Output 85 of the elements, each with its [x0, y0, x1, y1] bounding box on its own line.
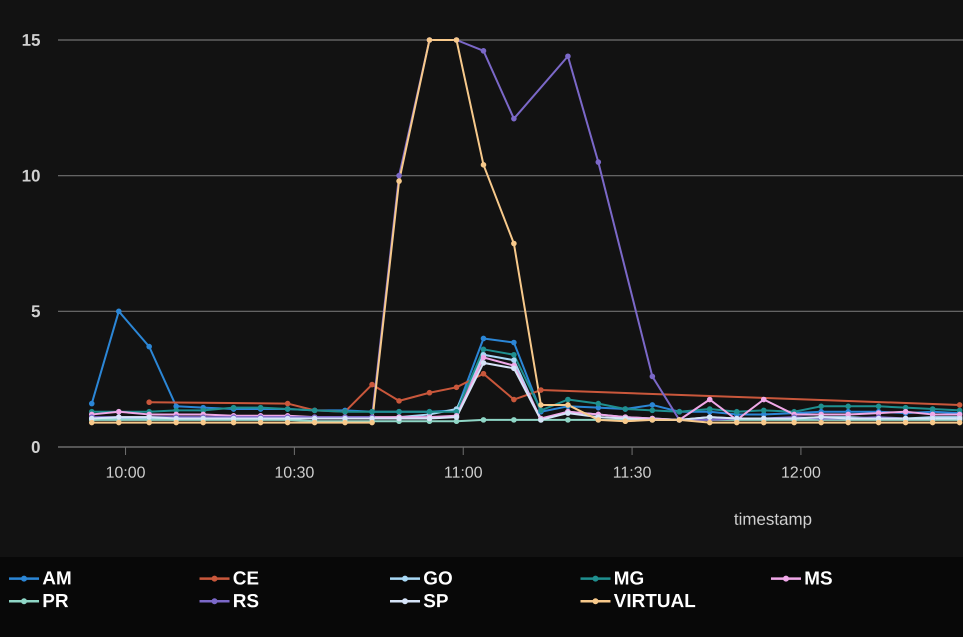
point	[480, 370, 486, 377]
point	[88, 400, 95, 406]
point	[511, 340, 517, 346]
x-tick-label: 11:30	[614, 466, 651, 478]
point	[480, 417, 486, 423]
x-tick-label: 11:00	[445, 466, 482, 478]
point	[902, 420, 908, 426]
point	[650, 374, 656, 380]
point	[146, 344, 152, 350]
point	[876, 420, 882, 426]
point	[876, 404, 882, 410]
legend-label: AM	[42, 571, 70, 584]
x-tick-label: 10:30	[276, 466, 314, 478]
legend-label: PR	[44, 594, 68, 608]
point	[650, 408, 656, 414]
point	[511, 396, 517, 402]
y-tick-label: 5	[32, 305, 40, 318]
point	[511, 240, 517, 246]
point	[565, 396, 571, 402]
point	[284, 420, 290, 426]
point	[480, 354, 486, 360]
point	[538, 387, 544, 393]
point	[200, 420, 206, 426]
point	[650, 402, 656, 408]
point	[538, 402, 544, 408]
point	[173, 420, 179, 426]
point	[706, 406, 713, 412]
point	[956, 420, 962, 426]
point	[230, 420, 236, 426]
point	[480, 346, 486, 352]
point	[116, 308, 122, 314]
legend-label: GO	[424, 571, 452, 585]
point	[818, 420, 824, 426]
y-tick-label: 10	[22, 170, 40, 182]
point	[956, 402, 962, 408]
point	[116, 420, 122, 426]
point	[596, 400, 602, 406]
point	[734, 420, 740, 426]
point	[480, 162, 486, 168]
y-tick-label: 0	[32, 441, 40, 453]
point	[396, 178, 402, 184]
point	[706, 420, 713, 426]
point	[369, 382, 375, 388]
point	[565, 53, 571, 60]
legend-label: RS	[234, 594, 258, 608]
point	[511, 357, 517, 363]
x-axis-title: timestamp	[734, 512, 812, 528]
point	[454, 384, 460, 390]
point	[845, 404, 851, 410]
point	[396, 172, 402, 178]
point	[818, 404, 824, 410]
point	[284, 400, 290, 406]
point	[480, 336, 486, 342]
point	[930, 420, 936, 426]
point	[791, 420, 797, 426]
point	[902, 404, 908, 410]
x-tick-label: 12:00	[782, 466, 820, 478]
point	[258, 420, 264, 426]
point	[845, 420, 851, 426]
point	[396, 398, 402, 404]
legend-label: SP	[424, 594, 448, 608]
point	[734, 408, 740, 415]
legend-label: MS	[805, 571, 832, 585]
point	[480, 360, 486, 366]
point	[480, 48, 486, 54]
point	[146, 399, 152, 406]
point	[596, 159, 602, 165]
y-tick-label: 15	[22, 34, 40, 46]
point	[760, 396, 767, 402]
legend-label: VIRTUAL	[614, 594, 696, 608]
point	[511, 116, 517, 122]
legend-label: CE	[234, 571, 258, 585]
point	[511, 366, 517, 372]
point	[146, 420, 152, 426]
x-tick-label: 10:00	[106, 466, 145, 478]
point	[426, 390, 432, 396]
point	[565, 417, 571, 423]
point	[88, 420, 95, 426]
point	[511, 352, 517, 358]
point	[760, 408, 767, 414]
point	[511, 417, 517, 423]
point	[760, 420, 767, 426]
legend-label: MG	[615, 571, 644, 585]
point	[706, 396, 713, 402]
point	[930, 406, 936, 412]
